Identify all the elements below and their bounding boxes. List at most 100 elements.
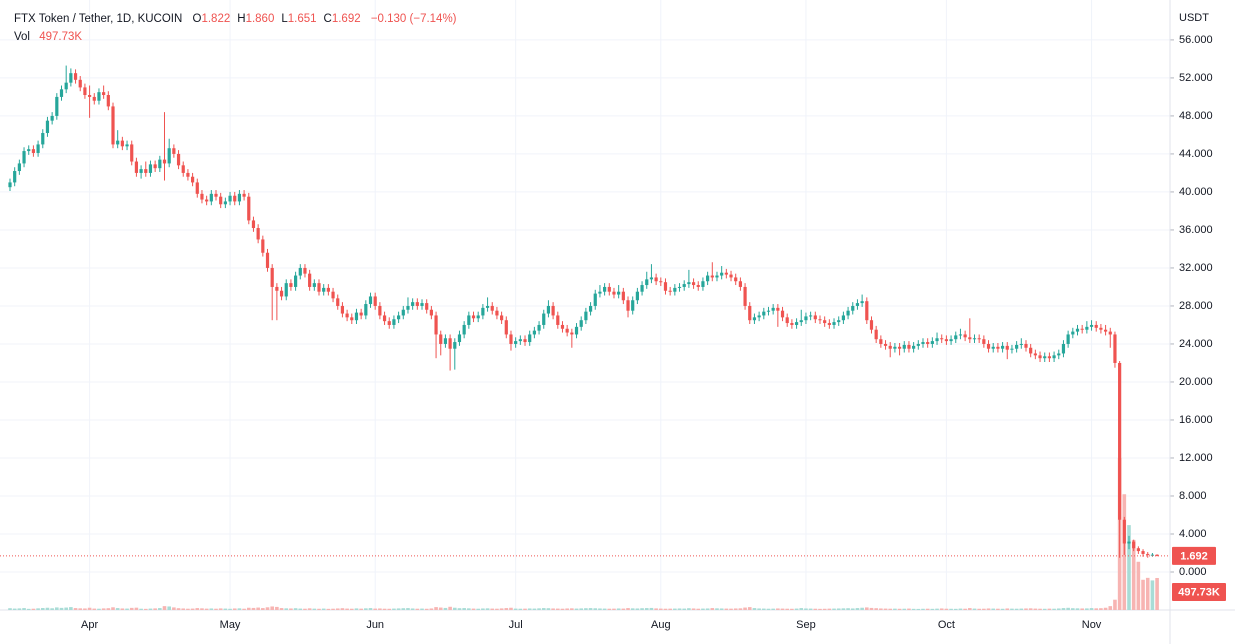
volume-bar [1056, 608, 1061, 610]
candle-body [631, 300, 635, 311]
candle-body [682, 284, 686, 287]
candle-body [809, 315, 813, 317]
candle-body [832, 322, 836, 325]
candle-body [743, 286, 747, 306]
volume-bar [541, 608, 546, 610]
volume-bar [50, 608, 54, 610]
candle-body [209, 193, 213, 202]
candle-body [144, 169, 148, 173]
candle-body [1075, 328, 1080, 332]
candle-body [574, 326, 579, 335]
candle-body [954, 335, 958, 340]
volume-bar [986, 608, 991, 610]
y-tick-label: 8.000 [1179, 490, 1207, 502]
candle-body [542, 313, 546, 325]
y-tick-label: 44.000 [1179, 148, 1213, 160]
candle-body [635, 291, 639, 301]
candle-body [195, 182, 199, 194]
volume-bar [434, 607, 438, 610]
candle-body [921, 342, 925, 344]
candle-body [907, 344, 911, 349]
volume-bar [827, 608, 832, 610]
volume-bar [607, 608, 612, 610]
candle-body [1132, 541, 1136, 549]
volume-bar [172, 607, 176, 610]
volume-bar [925, 608, 930, 610]
candle-body [102, 92, 106, 96]
volume-bar [757, 608, 761, 610]
volume-bar [471, 608, 476, 610]
volume-bar [467, 608, 471, 610]
volume-bar [1028, 608, 1033, 610]
volume-bar [710, 608, 715, 610]
volume-bar [504, 608, 509, 610]
candle-body [794, 322, 799, 325]
volume-bar [190, 608, 195, 610]
volume-bar [916, 608, 921, 610]
volume-bar [167, 606, 171, 610]
candle-body [659, 281, 663, 283]
volume-bar [654, 608, 658, 610]
candle-body [1155, 554, 1159, 556]
volume-bar [246, 607, 251, 610]
candle-body [205, 199, 209, 202]
candle-body [837, 320, 841, 323]
candle-body [518, 339, 522, 342]
volume-bar [115, 608, 120, 610]
candle-body [663, 282, 668, 291]
volume-bar [1014, 608, 1019, 610]
volume-bar [1052, 608, 1056, 610]
volume-bar [911, 608, 916, 610]
last-price-box [1172, 546, 1216, 565]
candle-body [532, 330, 536, 335]
volume-bar [935, 608, 939, 610]
volume-bar [673, 608, 677, 610]
candle-body [968, 337, 972, 340]
candle-body [1122, 519, 1126, 544]
candle-body [1146, 553, 1150, 555]
volume-bar [724, 608, 729, 610]
volume-bar [256, 607, 260, 610]
candle-body [654, 277, 658, 282]
volume-bar [513, 608, 518, 610]
volume-bar [209, 608, 214, 610]
candle-body [944, 339, 948, 342]
volume-bar [1042, 608, 1047, 610]
candle-body [247, 196, 251, 221]
volume-bar [808, 608, 813, 610]
x-tick-label: Aug [651, 619, 671, 631]
candle-body [958, 334, 963, 336]
volume-bar [317, 608, 321, 610]
candle-body [715, 275, 719, 278]
currency-label: USDT [1179, 12, 1209, 24]
candle-body [851, 305, 855, 311]
candle-body [846, 310, 850, 316]
volume-bar [822, 608, 827, 610]
candle-body [785, 317, 789, 324]
volume-bar [143, 608, 148, 610]
ohlc-value: 1.822 [201, 13, 231, 25]
candle-body [607, 286, 611, 292]
candle-body [701, 281, 705, 287]
volume-bar [349, 608, 354, 610]
candle-body [462, 324, 466, 335]
candle-body [687, 282, 691, 285]
candle-body [1015, 344, 1019, 349]
volume-bar [1131, 539, 1136, 610]
candle-body [841, 315, 845, 321]
candle-body [1052, 355, 1056, 359]
candle-body [1094, 324, 1098, 328]
volume-bar [237, 608, 242, 610]
candle-body [457, 334, 462, 343]
volume-bar [982, 608, 986, 610]
candle-body [190, 176, 195, 183]
x-tick-label: Jun [366, 619, 384, 631]
candle-body [982, 339, 986, 344]
volume-bar [865, 607, 869, 610]
candle-body [996, 346, 1000, 349]
volume-bar [701, 608, 705, 610]
volume-bar [509, 607, 513, 610]
ohlc-value: 1.692 [331, 13, 361, 25]
candle-body [1150, 554, 1155, 556]
candle-body [41, 133, 45, 145]
